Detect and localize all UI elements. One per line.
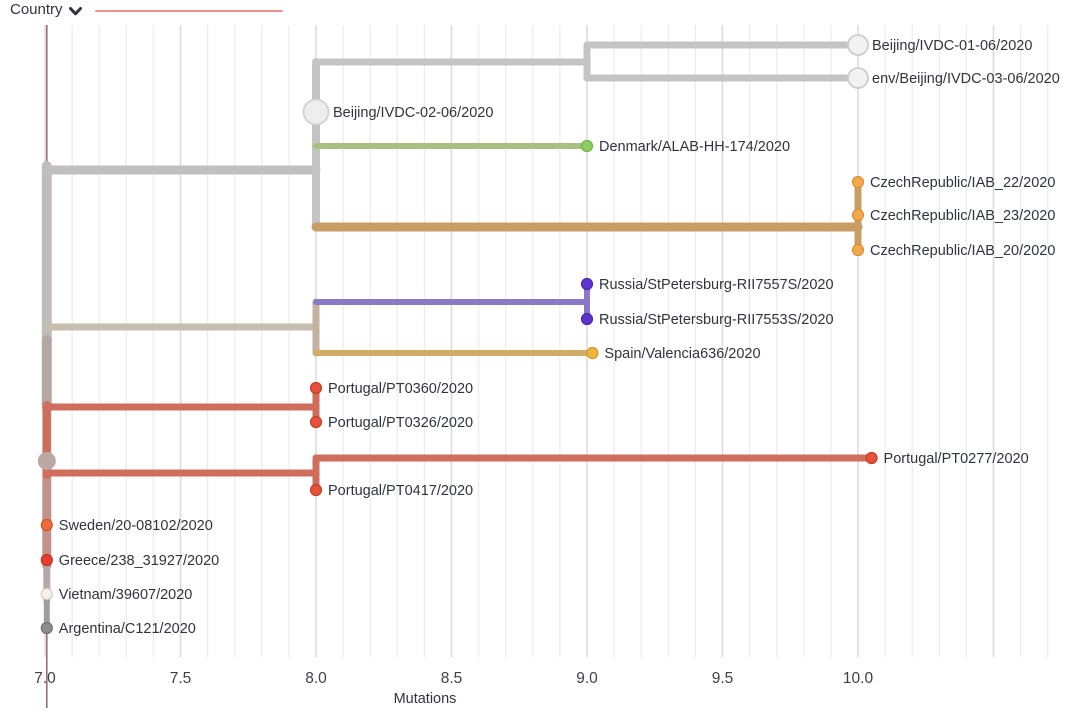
tip-label: Portugal/PT0277/2020 xyxy=(884,451,1029,467)
tip-dot[interactable] xyxy=(40,621,53,635)
tip-dot[interactable] xyxy=(851,243,865,257)
tip-label: Argentina/C121/2020 xyxy=(59,621,196,637)
tip-label: Portugal/PT0360/2020 xyxy=(328,381,473,397)
tip-dot[interactable] xyxy=(309,483,323,497)
tip-label: Portugal/PT0326/2020 xyxy=(328,415,473,431)
tip-dot[interactable] xyxy=(847,67,869,89)
tip-dot[interactable] xyxy=(851,175,865,189)
tip-label: Portugal/PT0417/2020 xyxy=(328,483,473,499)
axis-tick-label: 8.0 xyxy=(305,670,327,687)
tip-dot[interactable] xyxy=(865,451,878,465)
axis-tick-label: 7.5 xyxy=(170,670,192,687)
tip-label: Greece/238_31927/2020 xyxy=(59,553,219,569)
tip-label: Russia/StPetersburg-RII7553S/2020 xyxy=(599,312,834,328)
axis-tick-label: 10.0 xyxy=(843,670,874,687)
chevron-down-icon[interactable] xyxy=(68,5,83,18)
tip-dot[interactable] xyxy=(580,277,594,291)
tip-dot[interactable] xyxy=(580,139,594,153)
tip-label: Sweden/20-08102/2020 xyxy=(59,518,213,534)
tip-label: CzechRepublic/IAB_23/2020 xyxy=(870,208,1055,224)
tip-dot[interactable] xyxy=(309,381,323,395)
tip-label: env/Beijing/IVDC-03-06/2020 xyxy=(872,71,1060,87)
tip-dot[interactable] xyxy=(309,415,323,429)
tip-dot[interactable] xyxy=(302,98,330,126)
scale-bar-line xyxy=(95,10,283,12)
axis-title: Mutations xyxy=(394,691,457,707)
tip-label: CzechRepublic/IAB_20/2020 xyxy=(870,243,1055,259)
tip-dot[interactable] xyxy=(586,346,599,360)
tip-label: CzechRepublic/IAB_22/2020 xyxy=(870,175,1055,191)
axis-tick-label: 9.5 xyxy=(712,670,734,687)
tip-label: Spain/Valencia636/2020 xyxy=(604,346,760,362)
tip-dot[interactable] xyxy=(40,587,53,601)
tip-label: Russia/StPetersburg-RII7557S/2020 xyxy=(599,277,834,293)
axis-tick-label: 7.0 xyxy=(34,670,56,687)
tip-dot[interactable] xyxy=(580,312,594,326)
tip-dot[interactable] xyxy=(40,518,53,532)
tip-dot[interactable] xyxy=(851,208,865,222)
tip-dot[interactable] xyxy=(40,553,53,567)
tip-label: Beijing/IVDC-01-06/2020 xyxy=(872,38,1032,54)
axis-tick-label: 8.5 xyxy=(441,670,463,687)
tip-label: Beijing/IVDC-02-06/2020 xyxy=(333,105,493,121)
internal-node[interactable] xyxy=(37,452,56,470)
axis-tick-label: 9.0 xyxy=(576,670,598,687)
tip-dot[interactable] xyxy=(847,34,869,56)
color-by-label[interactable]: Country xyxy=(10,1,63,18)
tip-label: Vietnam/39607/2020 xyxy=(59,587,193,603)
tip-label: Denmark/ALAB-HH-174/2020 xyxy=(599,139,790,155)
color-by-control[interactable]: Country xyxy=(10,1,83,18)
